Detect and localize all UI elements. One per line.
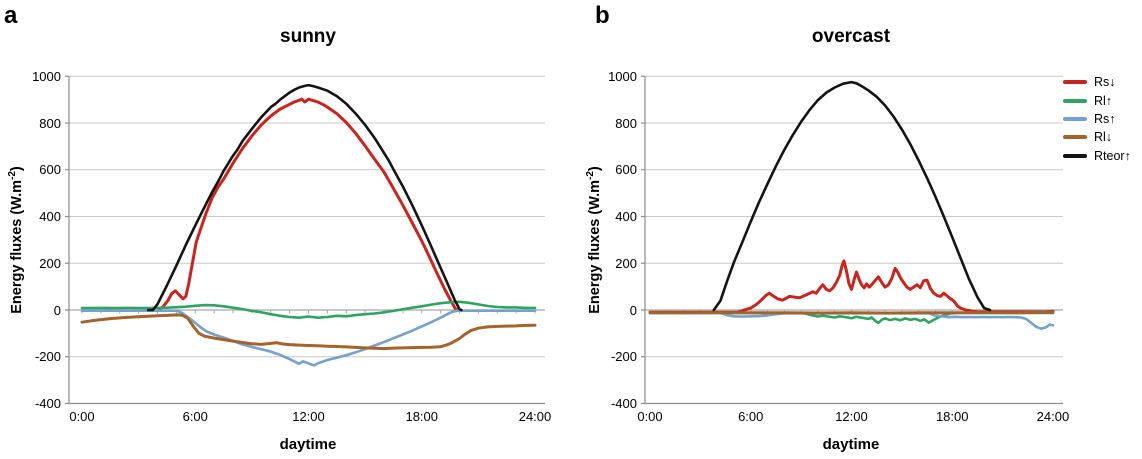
legend-swatch-rs_up — [1063, 116, 1087, 121]
legend-label: Rteor↑ — [1094, 148, 1131, 163]
series-line-rs_down — [157, 97, 459, 312]
x-tick-label: 24:00 — [1036, 409, 1070, 424]
y-tick-label: -400 — [610, 396, 637, 411]
y-tick-label: 600 — [615, 162, 637, 178]
legend-label: Rl↑ — [1094, 93, 1113, 108]
y-tick-label: 600 — [39, 162, 61, 178]
chart-title-sunny: sunny — [280, 26, 336, 47]
x-axis-title-overcast: daytime — [822, 436, 880, 453]
series-line-rl_up — [80, 300, 537, 320]
y-tick-label: 1000 — [32, 68, 61, 84]
y-tick-label: -200 — [34, 349, 61, 365]
series-line-rl_down — [80, 313, 537, 351]
y-tick-label: 200 — [615, 255, 637, 271]
y-tick-label: 800 — [39, 115, 61, 131]
x-tick-label: 6:00 — [738, 409, 764, 424]
legend-item: Rteor↑ — [1063, 147, 1131, 165]
legend-label: Rs↓ — [1094, 75, 1116, 90]
x-tick-label: 0:00 — [69, 409, 95, 424]
legend-item: Rs↑ — [1063, 110, 1131, 128]
legend-swatch-rteor — [1063, 153, 1087, 158]
y-tick-label: 800 — [615, 115, 637, 131]
y-axis-title-sunny: Energy fluxes (W.m-2) — [7, 166, 25, 314]
y-tick-label: 200 — [39, 255, 61, 271]
y-tick-label: 400 — [615, 209, 637, 224]
legend-swatch-rs_down — [1063, 80, 1087, 85]
x-tick-label: 6:00 — [182, 409, 208, 424]
x-tick-label: 12:00 — [835, 409, 868, 424]
chart-title-overcast: overcast — [811, 26, 891, 47]
legend-swatch-rl_down — [1063, 135, 1087, 140]
y-tick-label: -200 — [610, 349, 637, 365]
legend-swatch-rl_up — [1063, 98, 1087, 103]
legend-item: Rl↑ — [1063, 91, 1131, 109]
y-tick-label: 0 — [53, 302, 61, 318]
x-tick-label: 12:00 — [292, 409, 325, 424]
series-line-rs_up — [80, 309, 537, 367]
legend-label: Rl↓ — [1094, 130, 1113, 145]
x-tick-label: 24:00 — [518, 409, 552, 424]
panel-letter-a: a — [4, 2, 18, 29]
series-line-rteor — [146, 83, 463, 312]
x-tick-label: 18:00 — [405, 409, 439, 424]
series-line-rs_down — [648, 259, 1055, 314]
legend: Rs↓ Rl↑ Rs↑ Rl↓ Rteor↑ — [1063, 73, 1131, 165]
y-axis-title-text: Energy fluxes (W.m — [8, 179, 25, 314]
legend-item: Rs↓ — [1063, 73, 1131, 91]
panel-letter-b: b — [595, 2, 610, 29]
series-line-rl_up — [648, 311, 1055, 325]
y-tick-label: 400 — [39, 209, 61, 224]
x-tick-label: 18:00 — [935, 409, 969, 424]
x-tick-label: 0:00 — [637, 409, 663, 424]
legend-label: Rs↑ — [1094, 111, 1116, 126]
legend-item: Rl↓ — [1063, 128, 1131, 146]
series-line-rteor — [712, 80, 992, 312]
y-axis-title-overcast: Energy fluxes (W.m-2) — [585, 166, 603, 314]
y-tick-label: -400 — [34, 396, 61, 411]
series-line-rl_down — [648, 310, 1055, 315]
x-axis-title-sunny: daytime — [279, 436, 337, 453]
y-axis-title-text: Energy fluxes (W.m — [586, 179, 603, 314]
y-tick-label: 0 — [629, 302, 637, 318]
y-tick-label: 1000 — [608, 68, 637, 84]
series-line-rs_up — [648, 311, 1055, 331]
